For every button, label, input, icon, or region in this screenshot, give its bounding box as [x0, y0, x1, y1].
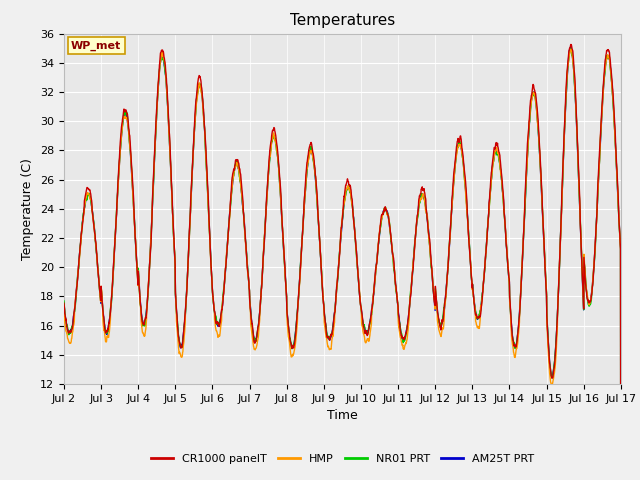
Y-axis label: Temperature (C): Temperature (C) [22, 158, 35, 260]
X-axis label: Time: Time [327, 409, 358, 422]
Legend: CR1000 panelT, HMP, NR01 PRT, AM25T PRT: CR1000 panelT, HMP, NR01 PRT, AM25T PRT [146, 449, 539, 468]
Title: Temperatures: Temperatures [290, 13, 395, 28]
Text: WP_met: WP_met [71, 40, 121, 51]
